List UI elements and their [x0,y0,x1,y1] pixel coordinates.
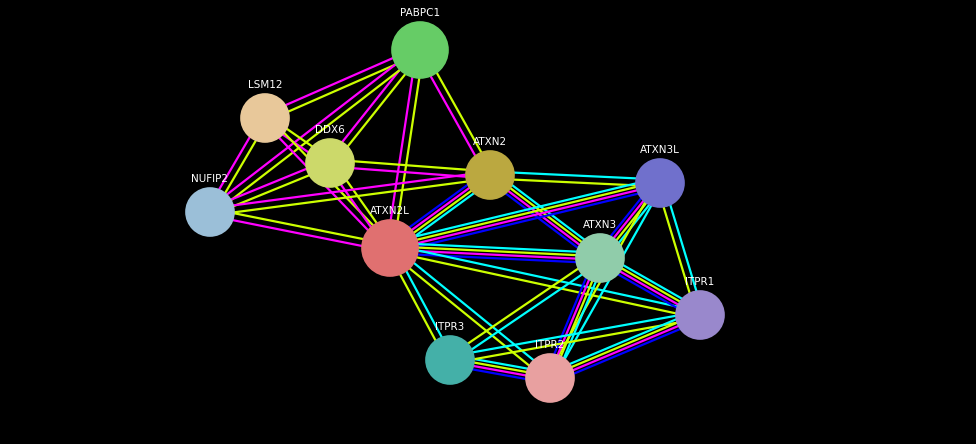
Text: ITPR3: ITPR3 [435,322,465,332]
Text: DDX6: DDX6 [315,125,345,135]
Circle shape [576,234,624,282]
Circle shape [676,291,724,339]
Circle shape [466,151,514,199]
Circle shape [186,188,234,236]
Text: ITPR1: ITPR1 [685,277,714,287]
Text: PABPC1: PABPC1 [400,8,440,18]
Text: ATXN3L: ATXN3L [640,145,680,155]
Text: LSM12: LSM12 [248,80,282,90]
Circle shape [636,159,684,207]
Circle shape [362,220,418,276]
Text: ATXN2L: ATXN2L [370,206,410,216]
Text: ATXN3: ATXN3 [583,220,617,230]
Circle shape [392,22,448,78]
Text: ITPR2: ITPR2 [536,340,565,350]
Text: ATXN2: ATXN2 [473,137,508,147]
Circle shape [526,354,574,402]
Circle shape [426,336,474,384]
Circle shape [241,94,289,142]
Circle shape [306,139,354,187]
Text: NUFIP2: NUFIP2 [191,174,228,184]
